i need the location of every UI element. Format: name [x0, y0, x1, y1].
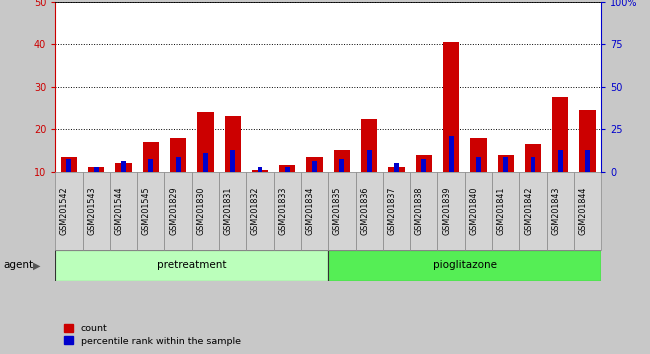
Bar	[301, 172, 328, 250]
Bar	[279, 165, 296, 172]
Text: GSM201835: GSM201835	[333, 186, 342, 235]
Bar	[274, 172, 301, 250]
Bar	[83, 172, 110, 250]
Bar	[558, 150, 563, 172]
Bar	[367, 150, 372, 172]
Bar	[246, 172, 274, 250]
Bar	[497, 155, 514, 172]
Bar	[66, 159, 72, 172]
Bar	[94, 167, 99, 172]
Legend: count, percentile rank within the sample: count, percentile rank within the sample	[60, 320, 244, 349]
Bar	[415, 155, 432, 172]
Text: GSM201844: GSM201844	[578, 187, 588, 235]
Bar	[312, 161, 317, 172]
Bar	[476, 157, 481, 172]
Bar	[55, 250, 328, 281]
Bar	[443, 42, 460, 172]
Text: GSM201543: GSM201543	[87, 186, 96, 235]
Bar	[60, 157, 77, 172]
Text: GSM201829: GSM201829	[169, 186, 178, 235]
Text: GSM201834: GSM201834	[306, 187, 315, 235]
Bar	[110, 172, 137, 250]
Bar	[574, 172, 601, 250]
Text: GSM201842: GSM201842	[524, 186, 533, 235]
Bar	[437, 172, 465, 250]
Bar	[176, 157, 181, 172]
Bar	[552, 97, 569, 172]
Bar	[388, 167, 405, 172]
Bar	[383, 172, 410, 250]
Bar	[470, 138, 487, 172]
Text: GSM201840: GSM201840	[469, 187, 478, 235]
Bar	[394, 163, 399, 172]
Bar	[170, 138, 187, 172]
Text: GSM201839: GSM201839	[442, 186, 451, 235]
Text: GSM201836: GSM201836	[360, 187, 369, 235]
Text: GSM201832: GSM201832	[251, 186, 260, 235]
Bar	[203, 153, 208, 172]
Bar	[333, 150, 350, 172]
Bar	[230, 150, 235, 172]
Bar	[328, 250, 601, 281]
Text: GSM201830: GSM201830	[196, 187, 205, 235]
Text: GSM201545: GSM201545	[142, 186, 151, 235]
Bar	[137, 172, 164, 250]
Text: pioglitazone: pioglitazone	[433, 261, 497, 270]
Bar	[197, 112, 214, 172]
Text: pretreatment: pretreatment	[157, 261, 226, 270]
Bar	[164, 172, 192, 250]
Bar	[88, 167, 105, 172]
Text: GSM201838: GSM201838	[415, 187, 424, 235]
Text: GSM201843: GSM201843	[551, 187, 560, 235]
Bar	[465, 172, 492, 250]
Bar	[492, 172, 519, 250]
Text: agent: agent	[3, 261, 33, 270]
Bar	[421, 159, 426, 172]
Bar	[142, 142, 159, 172]
Bar	[585, 150, 590, 172]
Bar	[306, 157, 323, 172]
Bar	[148, 159, 153, 172]
Text: GSM201831: GSM201831	[224, 187, 233, 235]
Bar	[356, 172, 383, 250]
Bar	[55, 172, 83, 250]
Text: GSM201542: GSM201542	[60, 186, 69, 235]
Bar	[339, 159, 344, 172]
Bar	[192, 172, 219, 250]
Bar	[257, 167, 263, 172]
Bar	[219, 172, 246, 250]
Bar	[448, 136, 454, 172]
Text: GSM201833: GSM201833	[278, 187, 287, 235]
Bar	[328, 172, 356, 250]
Bar	[547, 172, 574, 250]
Text: GSM201841: GSM201841	[497, 187, 506, 235]
Bar	[115, 163, 132, 172]
Bar	[525, 144, 541, 172]
Bar	[579, 110, 596, 172]
Bar	[410, 172, 437, 250]
Text: GSM201837: GSM201837	[387, 186, 396, 235]
Bar	[121, 161, 126, 172]
Text: ▶: ▶	[32, 261, 40, 270]
Bar	[503, 157, 508, 172]
Bar	[285, 167, 290, 172]
Bar	[361, 119, 378, 172]
Bar	[224, 116, 241, 172]
Bar	[252, 170, 268, 172]
Text: GSM201544: GSM201544	[114, 186, 124, 235]
Bar	[519, 172, 547, 250]
Bar	[530, 157, 536, 172]
